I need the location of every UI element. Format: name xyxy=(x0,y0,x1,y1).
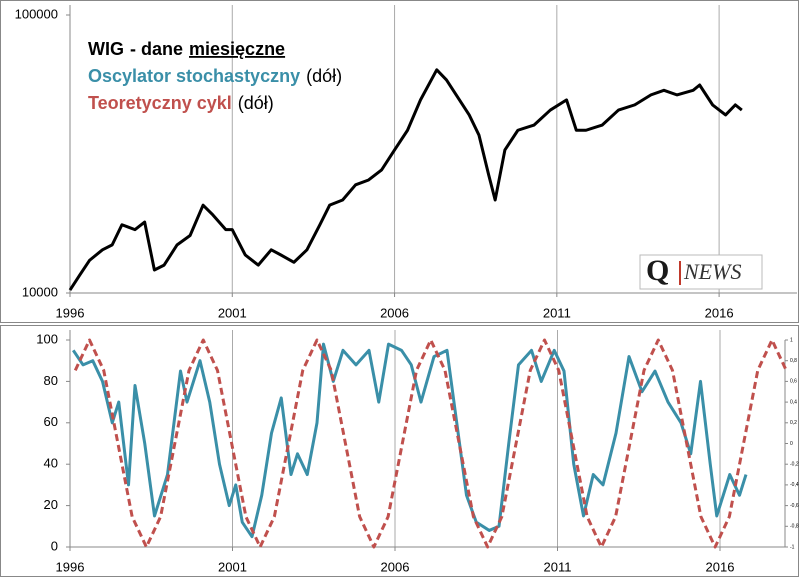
series-line xyxy=(68,68,743,291)
x-tick-label: 2011 xyxy=(543,305,571,320)
legend-entry: Teoretyczny cykl (dół) xyxy=(88,93,274,113)
legend-text: Oscylator stochastyczny xyxy=(88,66,300,86)
y2-tick-label: 1 xyxy=(790,337,793,343)
legend-text: - dane xyxy=(130,39,183,59)
y2-tick-label: -1 xyxy=(790,544,795,550)
legend-text: (dół) xyxy=(238,93,274,113)
legend-entry: WIG - dane miesięczne xyxy=(88,39,285,59)
y2-tick-label: 0 xyxy=(790,441,793,447)
y2-tick-label: -0,4 xyxy=(790,482,799,488)
y-tick-label: 100 xyxy=(36,331,58,346)
x-tick-label: 1996 xyxy=(56,559,85,574)
legend-text: Teoretyczny cykl xyxy=(88,93,232,113)
x-tick-label: 2001 xyxy=(218,305,247,320)
y-tick-label: 0 xyxy=(51,538,58,553)
x-tick-label: 2016 xyxy=(706,559,735,574)
bottom-frame xyxy=(0,325,799,577)
x-tick-label: 1996 xyxy=(56,305,85,320)
y2-tick-label: 0,2 xyxy=(790,420,797,426)
y-tick-label: 100000 xyxy=(15,6,58,21)
logo: Q NEWS xyxy=(639,254,763,290)
series-line xyxy=(72,342,748,539)
y2-tick-label: -0,2 xyxy=(790,462,799,468)
logo-q: Q xyxy=(646,254,669,287)
x-tick-label: 2006 xyxy=(381,559,410,574)
legend-text: (dół) xyxy=(306,66,342,86)
y2-tick-label: -0,8 xyxy=(790,524,799,530)
legend-entry: Oscylator stochastyczny (dół) xyxy=(88,66,342,86)
y-tick-label: 40 xyxy=(44,456,58,471)
x-tick-label: 2006 xyxy=(380,305,409,320)
x-tick-label: 2011 xyxy=(544,559,572,574)
y2-tick-label: 0,8 xyxy=(790,358,797,364)
y-tick-label: 60 xyxy=(44,414,58,429)
logo-bar xyxy=(679,261,681,285)
legend-text: WIG xyxy=(88,39,124,59)
y-tick-label: 80 xyxy=(44,373,58,388)
logo-box xyxy=(639,254,763,290)
x-tick-label: 2016 xyxy=(705,305,734,320)
x-tick-label: 2001 xyxy=(218,559,247,574)
y-tick-label: 20 xyxy=(44,497,58,512)
y2-tick-label: 0,6 xyxy=(790,379,797,385)
logo-news: NEWS xyxy=(683,259,741,284)
top-frame xyxy=(0,0,799,323)
legend-text: miesięczne xyxy=(189,39,285,59)
series-line xyxy=(73,338,788,549)
y2-tick-label: -0,6 xyxy=(790,503,799,509)
y-tick-label: 10000 xyxy=(22,284,58,299)
y2-tick-label: 0,4 xyxy=(790,399,797,405)
